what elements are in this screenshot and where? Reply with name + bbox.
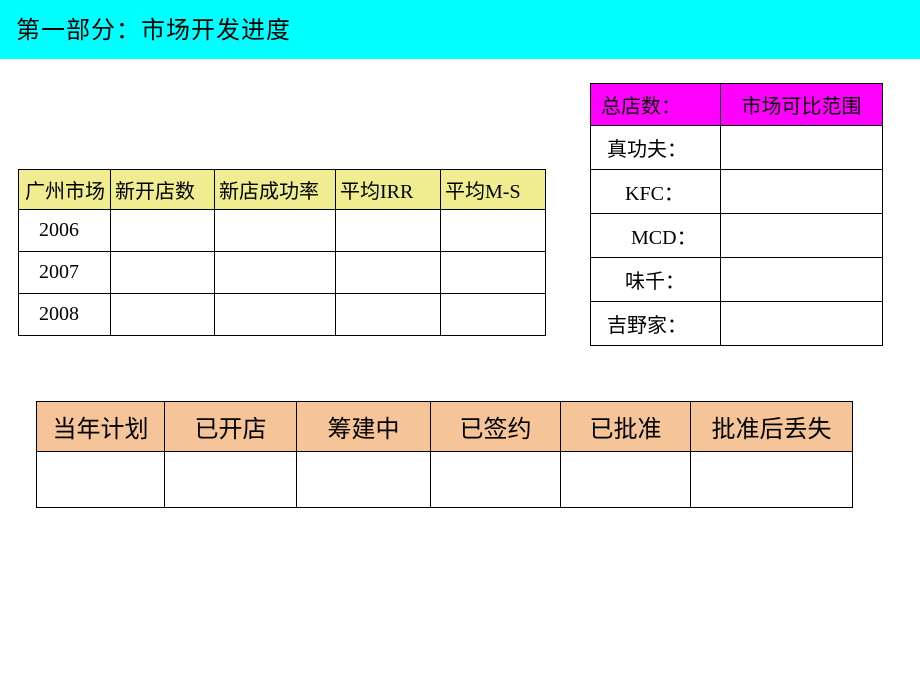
brand-label-cell: KFC： xyxy=(591,170,721,214)
data-cell xyxy=(721,214,883,258)
table-header-cell: 总店数： xyxy=(591,84,721,126)
table-header-cell: 筹建中 xyxy=(297,402,431,452)
data-cell xyxy=(441,252,546,294)
data-cell xyxy=(336,210,441,252)
data-cell xyxy=(721,302,883,346)
annual-plan-table: 当年计划 已开店 筹建中 已签约 已批准 批准后丢失 xyxy=(36,401,853,508)
table-header-cell: 平均M-S xyxy=(441,170,546,210)
table-header-cell: 批准后丢失 xyxy=(691,402,853,452)
data-cell xyxy=(165,452,297,508)
table-header-cell: 广州市场 xyxy=(19,170,111,210)
table-header-cell: 平均IRR xyxy=(336,170,441,210)
year-cell: 2008 xyxy=(19,294,111,336)
page-title: 第一部分：市场开发进度 xyxy=(16,10,904,45)
brand-label-cell: 真功夫： xyxy=(591,126,721,170)
table-row: 真功夫： xyxy=(591,126,883,170)
data-cell xyxy=(561,452,691,508)
table-header-cell: 已签约 xyxy=(431,402,561,452)
data-cell xyxy=(37,452,165,508)
table-row xyxy=(37,452,853,508)
table-header-row: 当年计划 已开店 筹建中 已签约 已批准 批准后丢失 xyxy=(37,402,853,452)
table-row: 2007 xyxy=(19,252,546,294)
table-header-cell: 已批准 xyxy=(561,402,691,452)
table-row: 味千： xyxy=(591,258,883,302)
market-progress-table: 广州市场 新开店数 新店成功率 平均IRR 平均M-S 2006 2007 xyxy=(18,169,546,336)
data-cell xyxy=(111,294,215,336)
table-header-cell: 已开店 xyxy=(165,402,297,452)
table-header-cell: 当年计划 xyxy=(37,402,165,452)
data-cell xyxy=(215,252,336,294)
title-bar: 第一部分：市场开发进度 xyxy=(0,0,920,59)
table-row: 2008 xyxy=(19,294,546,336)
table-row: 吉野家： xyxy=(591,302,883,346)
table-header-row: 广州市场 新开店数 新店成功率 平均IRR 平均M-S xyxy=(19,170,546,210)
data-cell xyxy=(441,210,546,252)
content-area: 广州市场 新开店数 新店成功率 平均IRR 平均M-S 2006 2007 xyxy=(0,59,920,691)
brand-label-cell: 味千： xyxy=(591,258,721,302)
year-cell: 2006 xyxy=(19,210,111,252)
brand-label-cell: 吉野家： xyxy=(591,302,721,346)
data-cell xyxy=(215,294,336,336)
table-header-row: 总店数： 市场可比范围 xyxy=(591,84,883,126)
data-cell xyxy=(441,294,546,336)
data-cell xyxy=(721,170,883,214)
table-row: MCD： xyxy=(591,214,883,258)
data-cell xyxy=(111,210,215,252)
table-row: 2006 xyxy=(19,210,546,252)
data-cell xyxy=(111,252,215,294)
data-cell xyxy=(431,452,561,508)
store-comparison-table: 总店数： 市场可比范围 真功夫： KFC： MCD： 味千： 吉野家： xyxy=(590,83,883,346)
table-header-cell: 新店成功率 xyxy=(215,170,336,210)
data-cell xyxy=(336,294,441,336)
data-cell xyxy=(721,126,883,170)
table-header-cell: 市场可比范围 xyxy=(721,84,883,126)
data-cell xyxy=(691,452,853,508)
data-cell xyxy=(336,252,441,294)
data-cell xyxy=(297,452,431,508)
data-cell xyxy=(721,258,883,302)
year-cell: 2007 xyxy=(19,252,111,294)
brand-label-cell: MCD： xyxy=(591,214,721,258)
table-row: KFC： xyxy=(591,170,883,214)
table-header-cell: 新开店数 xyxy=(111,170,215,210)
data-cell xyxy=(215,210,336,252)
